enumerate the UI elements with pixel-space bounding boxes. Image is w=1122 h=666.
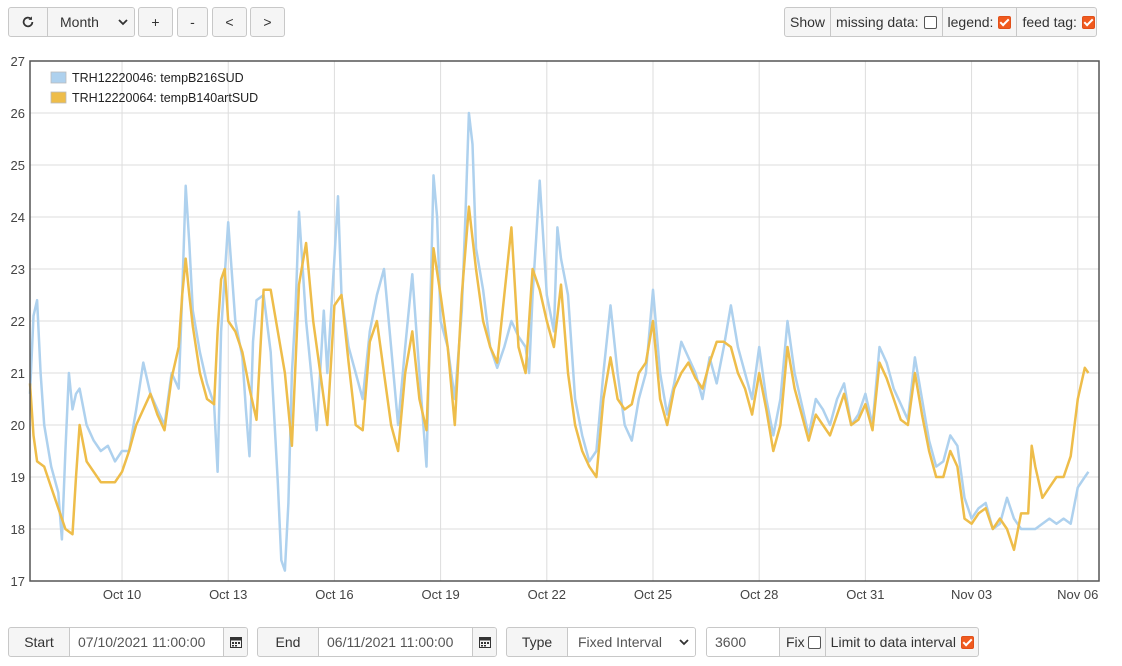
y-tick-label: 27 xyxy=(11,54,25,69)
type-select[interactable]: Fixed Interval xyxy=(567,628,695,656)
x-tick-label: Oct 10 xyxy=(103,587,141,602)
y-axis: 17 18 19 20 21 22 23 24 25 26 27 xyxy=(11,54,25,589)
refresh-button[interactable] xyxy=(9,8,47,36)
type-select-value: Fixed Interval xyxy=(578,634,663,650)
legend-toggle[interactable]: legend: xyxy=(941,8,1017,36)
pan-right-label: > xyxy=(263,14,272,30)
calendar-icon xyxy=(229,637,242,648)
x-tick-label: Oct 31 xyxy=(846,587,884,602)
x-tick-label: Oct 28 xyxy=(740,587,778,602)
range-select-value: Month xyxy=(60,14,99,30)
missing-data-toggle[interactable]: missing data: xyxy=(830,8,941,36)
interval-input[interactable]: 3600 xyxy=(707,628,779,656)
limit-checkbox[interactable] xyxy=(960,635,974,649)
fix-label: Fix xyxy=(786,634,805,650)
pan-left-label: < xyxy=(225,14,234,30)
type-group: Type Fixed Interval xyxy=(506,627,696,657)
feed-tag-label: feed tag: xyxy=(1022,14,1077,30)
end-calendar-button[interactable] xyxy=(472,628,496,656)
type-label: Type xyxy=(521,634,553,650)
fix-toggle[interactable]: Fix xyxy=(779,628,825,656)
limit-toggle[interactable]: Limit to data interval xyxy=(824,628,978,656)
y-tick-label: 26 xyxy=(11,106,25,121)
legend-swatch xyxy=(50,71,67,84)
start-label: Start xyxy=(24,634,54,650)
missing-data-checkbox[interactable] xyxy=(923,15,937,29)
y-tick-label: 21 xyxy=(11,366,25,381)
fix-checkbox[interactable] xyxy=(807,635,821,649)
legend-swatch xyxy=(50,91,67,104)
end-group: End 06/11/2021 11:00:00 xyxy=(257,627,497,657)
start-input[interactable]: 07/10/2021 11:00:00 xyxy=(69,628,223,656)
missing-data-label: missing data: xyxy=(836,14,919,30)
calendar-icon xyxy=(478,637,491,648)
x-tick-label: Oct 25 xyxy=(634,587,672,602)
x-tick-label: Oct 19 xyxy=(421,587,459,602)
x-tick-label: Nov 03 xyxy=(951,587,992,602)
range-select[interactable]: Month xyxy=(47,8,134,36)
y-tick-label: 22 xyxy=(11,314,25,329)
interval-group: 3600 Fix Limit to data interval xyxy=(706,627,979,657)
pan-right-button[interactable]: > xyxy=(250,7,285,37)
y-tick-label: 18 xyxy=(11,522,25,537)
y-tick-label: 17 xyxy=(11,574,25,589)
start-group: Start 07/10/2021 11:00:00 xyxy=(8,627,248,657)
x-tick-label: Oct 13 xyxy=(209,587,247,602)
series-line-2 xyxy=(28,205,1090,552)
chevron-down-icon xyxy=(118,19,128,26)
plot-frame xyxy=(29,60,1100,582)
legend-checkbox[interactable] xyxy=(998,15,1012,29)
start-calendar-button[interactable] xyxy=(223,628,247,656)
x-tick-label: Oct 22 xyxy=(528,587,566,602)
series-line-1 xyxy=(28,111,1090,572)
zoom-out-button[interactable]: - xyxy=(177,7,208,37)
legend-label: TRH12220064: tempB140artSUD xyxy=(72,91,258,105)
end-label: End xyxy=(275,634,301,650)
zoom-out-label: - xyxy=(190,14,195,30)
chart-legend: TRH12220046: tempB216SUD TRH12220064: tem… xyxy=(50,71,258,105)
legend-label: legend: xyxy=(947,14,994,30)
end-input[interactable]: 06/11/2021 11:00:00 xyxy=(318,628,472,656)
x-axis: Oct 10 Oct 13 Oct 16 Oct 19 Oct 22 Oct 25 Oct … xyxy=(103,587,1098,602)
range-group: Month xyxy=(8,7,135,37)
feed-tag-toggle[interactable]: feed tag: xyxy=(1016,8,1096,36)
y-tick-label: 23 xyxy=(11,262,25,277)
chart-grid xyxy=(30,60,1099,582)
y-tick-label: 20 xyxy=(11,418,25,433)
y-tick-label: 19 xyxy=(11,470,25,485)
chevron-down-icon xyxy=(679,639,689,646)
y-tick-label: 25 xyxy=(11,158,25,173)
y-tick-label: 24 xyxy=(11,210,25,225)
chart-series xyxy=(28,111,1090,572)
show-label: Show xyxy=(790,14,826,30)
legend-label: TRH12220046: tempB216SUD xyxy=(72,71,244,85)
x-tick-label: Nov 06 xyxy=(1057,587,1098,602)
zoom-in-button[interactable]: + xyxy=(138,7,173,37)
zoom-in-label: + xyxy=(151,14,160,30)
pan-left-button[interactable]: < xyxy=(212,7,247,37)
show-options-group: Show missing data: legend: feed tag: xyxy=(784,7,1097,37)
x-tick-label: Oct 16 xyxy=(315,587,353,602)
limit-label: Limit to data interval xyxy=(830,634,956,650)
feed-tag-checkbox[interactable] xyxy=(1081,15,1095,29)
refresh-icon xyxy=(22,16,34,28)
